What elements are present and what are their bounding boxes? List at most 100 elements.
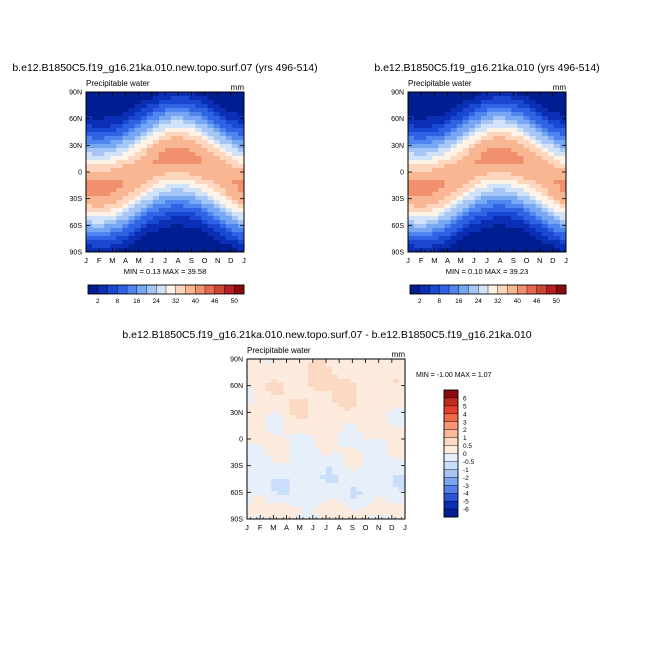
field-cell: [426, 244, 433, 249]
field-cell: [146, 124, 154, 129]
field-cell: [319, 387, 327, 392]
field-cell: [332, 379, 339, 384]
field-cell: [110, 164, 117, 169]
field-cell: [505, 240, 512, 245]
field-cell: [201, 208, 208, 213]
field-cell: [374, 423, 382, 428]
field-cell: [110, 132, 117, 137]
field-cell: [177, 120, 184, 125]
field-cell: [134, 128, 142, 133]
field-cell: [450, 160, 458, 165]
field-cell: [480, 164, 488, 169]
field-cell: [368, 363, 376, 368]
field-cell: [92, 148, 99, 153]
field-cell: [523, 140, 530, 145]
field-cell: [253, 475, 260, 480]
field-cell: [338, 415, 345, 420]
field-cell: [420, 144, 427, 149]
field-cell: [92, 112, 99, 117]
field-cell: [444, 176, 451, 181]
field-cell: [152, 248, 160, 252]
field-cell: [517, 240, 524, 245]
field-cell: [487, 144, 494, 149]
field-cell: [432, 248, 439, 252]
field-cell: [146, 172, 154, 177]
field-cell: [219, 164, 227, 169]
field-cell: [219, 104, 227, 109]
field-cell: [177, 228, 184, 233]
field-cell: [505, 180, 512, 185]
field-cell: [408, 112, 415, 117]
field-cell: [368, 427, 376, 432]
field-cell: [474, 144, 482, 149]
field-cell: [271, 395, 278, 400]
field-cell: [146, 224, 154, 229]
field-cell: [313, 459, 321, 464]
field-cell: [474, 96, 482, 101]
field-cell: [559, 244, 566, 249]
field-cell: [183, 228, 190, 233]
field-cell: [344, 427, 351, 432]
x-tick-label: M: [270, 523, 276, 532]
field-cell: [231, 104, 239, 109]
field-cell: [177, 96, 184, 101]
field-cell: [374, 467, 382, 472]
field-cell: [128, 176, 136, 181]
field-cell: [201, 96, 208, 101]
field-cell: [122, 136, 129, 141]
field-cell: [92, 120, 99, 125]
field-cell: [450, 156, 458, 161]
field-cell: [408, 120, 415, 125]
field-cell: [319, 511, 327, 516]
field-cell: [523, 192, 530, 197]
field-cell: [201, 108, 208, 113]
field-cell: [444, 120, 451, 125]
field-cell: [92, 104, 99, 109]
field-cell: [92, 192, 99, 197]
field-cell: [541, 100, 549, 105]
field-cell: [104, 224, 111, 229]
field-cell: [392, 479, 400, 484]
field-cell: [158, 128, 166, 133]
field-cell: [134, 152, 142, 157]
colorbar-label: 40: [192, 298, 200, 305]
field-cell: [547, 156, 555, 161]
field-cell: [438, 172, 445, 177]
field-cell: [480, 108, 488, 113]
field-cell: [505, 160, 512, 165]
field-cell: [386, 479, 394, 484]
field-cell: [517, 108, 524, 113]
field-cell: [92, 136, 99, 141]
field-cell: [368, 403, 376, 408]
field-cell: [225, 172, 233, 177]
x-tick-label: A: [445, 256, 450, 265]
field-cell: [231, 208, 239, 213]
field-cell: [480, 204, 488, 209]
field-cell: [408, 172, 415, 177]
field-cell: [92, 160, 99, 165]
field-cell: [456, 164, 464, 169]
field-cell: [171, 124, 178, 129]
y-tick-label: 60S: [70, 223, 83, 230]
field-cell: [462, 140, 470, 145]
field-cell: [98, 124, 105, 129]
field-cell: [189, 144, 196, 149]
field-cell: [535, 208, 543, 213]
field-cell: [104, 136, 111, 141]
field-cell: [219, 116, 227, 121]
field-cell: [177, 200, 184, 205]
field-cell: [213, 124, 221, 129]
field-cell: [547, 240, 555, 245]
field-cell: [295, 427, 303, 432]
field-cell: [122, 216, 129, 221]
field-cell: [420, 208, 427, 213]
field-cell: [247, 391, 254, 396]
field-cell: [356, 399, 363, 404]
field-cell: [426, 204, 433, 209]
x-tick-label: J: [163, 256, 167, 265]
field-cell: [456, 148, 464, 153]
field-cell: [356, 415, 363, 420]
field-cell: [122, 224, 129, 229]
field-cell: [189, 92, 196, 97]
